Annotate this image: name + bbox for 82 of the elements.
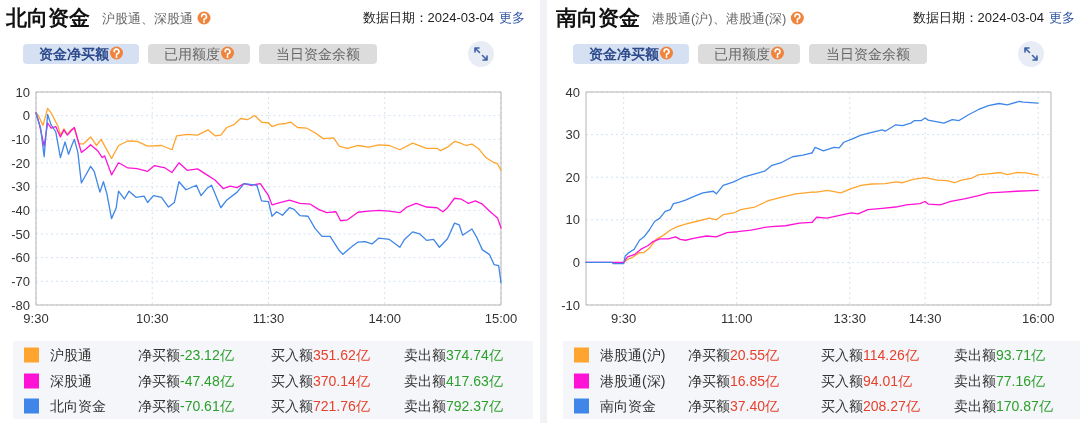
chart-title: 南向资金 (555, 5, 640, 29)
text: 已用额度 (163, 46, 220, 62)
text: 37.40亿 (730, 398, 780, 414)
y-tick-label: -50 (11, 226, 30, 242)
y-tick-label: -10 (11, 131, 30, 147)
text: 当日资金余额 (826, 46, 910, 62)
y-tick-label: -60 (11, 250, 30, 266)
text: 卖出额 (404, 398, 446, 414)
y-tick-label: 0 (572, 254, 580, 270)
chart-subtitle: 沪股通、深股通 (102, 10, 193, 26)
text: 374.74亿 (446, 347, 503, 363)
text: 417.63亿 (446, 373, 503, 389)
x-tick-label: 11:30 (252, 310, 285, 326)
x-tick-label: 15:00 (484, 310, 518, 326)
text: 721.76亿 (313, 398, 370, 414)
legend-label: 港股通(沪) (600, 347, 666, 363)
text: 792.37亿 (446, 398, 503, 414)
text: -47.48亿 (180, 373, 234, 389)
text: 更多 (499, 9, 525, 25)
x-tick-label: 14:00 (368, 310, 402, 326)
y-tick-label: 40 (565, 84, 580, 100)
text: -23.12亿 (180, 347, 234, 363)
text: 买入额 (821, 398, 863, 414)
text: 净买额 (688, 373, 730, 389)
text: 卖出额 (954, 398, 996, 414)
text: 370.14亿 (313, 373, 370, 389)
text: 更多 (1049, 9, 1075, 25)
legend-label: 北向资金 (50, 398, 106, 414)
text: 净买额 (138, 373, 180, 389)
x-tick-label: 10:30 (135, 310, 169, 326)
y-tick-label: -70 (11, 273, 30, 289)
text: 已用额度 (713, 46, 770, 62)
y-tick-label: -20 (11, 155, 30, 171)
text: 资金净买额 (38, 46, 110, 62)
x-tick-label: 11:00 (720, 310, 753, 326)
text: 净买额 (138, 347, 180, 363)
text: 16.85亿 (730, 373, 780, 389)
text: 数据日期：2024-03-04 (912, 9, 1044, 25)
legend-label: 港股通(深) (600, 373, 666, 389)
chart-title: 北向资金 (5, 5, 90, 29)
text: 资金净买额 (588, 46, 660, 62)
x-tick-label: 16:00 (1021, 310, 1055, 326)
text: 170.87亿 (996, 398, 1053, 414)
legend-label: 深股通 (50, 373, 92, 389)
y-tick-label: 10 (565, 212, 580, 228)
text: 净买额 (688, 347, 730, 363)
text: 77.16亿 (996, 373, 1046, 389)
legend-label: 沪股通 (50, 347, 92, 363)
y-tick-label: 20 (565, 169, 580, 185)
text: 买入额 (821, 347, 863, 363)
text: 94.01亿 (863, 373, 913, 389)
x-tick-label: 9:30 (611, 310, 637, 326)
legend-label: 南向资金 (600, 398, 656, 414)
text: 20.55亿 (730, 347, 780, 363)
text: 93.71亿 (996, 347, 1046, 363)
text: 买入额 (271, 347, 313, 363)
text: 208.27亿 (863, 398, 920, 414)
y-tick-label: -40 (11, 202, 30, 218)
text: 卖出额 (954, 347, 996, 363)
x-tick-label: 13:30 (833, 310, 867, 326)
y-tick-label: 0 (22, 108, 30, 124)
y-tick-label: -80 (11, 297, 30, 313)
text: 净买额 (688, 398, 730, 414)
text: 114.26亿 (863, 347, 919, 363)
y-tick-label: 10 (15, 84, 30, 100)
text: 买入额 (821, 373, 863, 389)
text: 买入额 (271, 398, 313, 414)
text: 卖出额 (404, 347, 446, 363)
y-tick-label: -30 (11, 179, 30, 195)
text: 买入额 (271, 373, 313, 389)
text: 卖出额 (954, 373, 996, 389)
x-tick-label: 14:30 (908, 310, 942, 326)
text: 卖出额 (404, 373, 446, 389)
text: 当日资金余额 (276, 46, 360, 62)
x-tick-label: 9:30 (23, 310, 49, 326)
text: 351.62亿 (313, 347, 370, 363)
text: 净买额 (138, 398, 180, 414)
y-tick-label: 30 (565, 127, 580, 143)
text: -70.61亿 (180, 398, 234, 414)
chart-subtitle: 港股通(沪)、港股通(深) (652, 10, 787, 26)
text: 数据日期：2024-03-04 (362, 9, 494, 25)
y-tick-label: -10 (561, 297, 580, 313)
